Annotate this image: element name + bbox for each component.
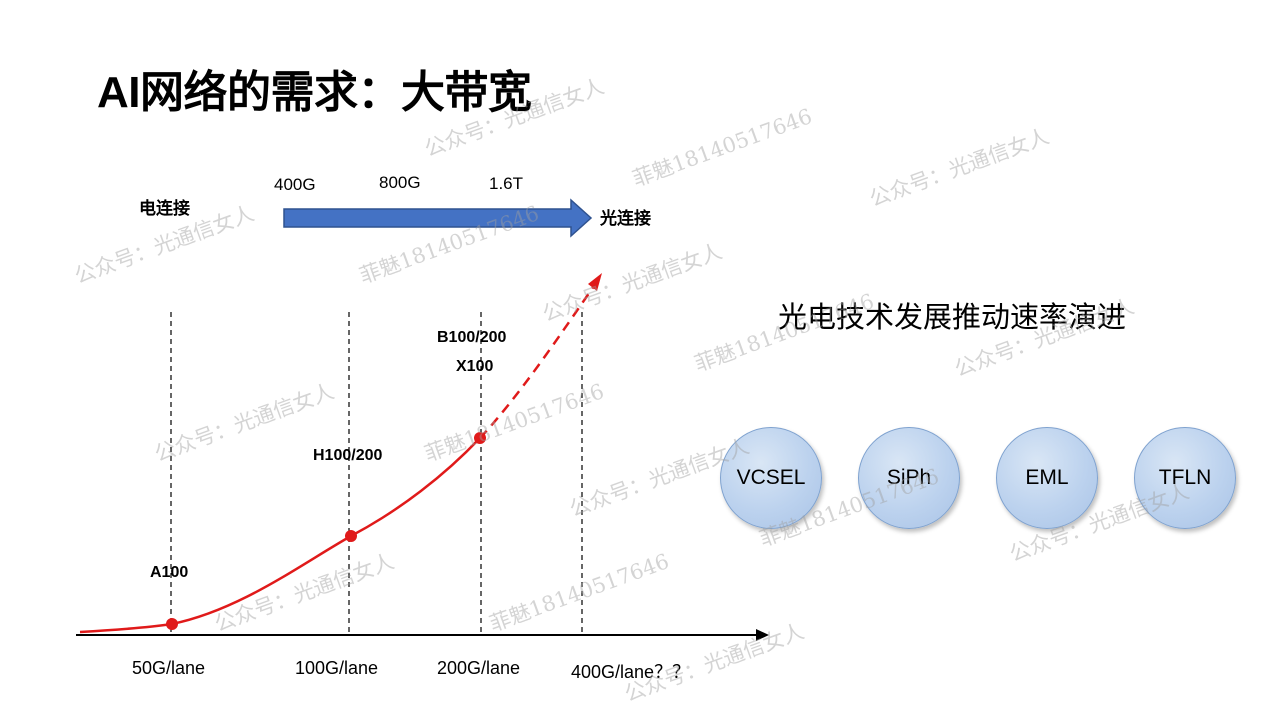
gpu-label-b100: B100/200 [437, 329, 507, 346]
speed-label-400g: 400G [274, 175, 316, 194]
gpu-label-a100: A100 [150, 564, 189, 581]
optical-connection-label: 光连接 [600, 209, 651, 228]
tech-label-tfln: TFLN [1158, 466, 1212, 489]
curve-arrowhead [588, 273, 602, 291]
page-title: AI网络的需求：大带宽 [97, 68, 532, 117]
point-h100 [345, 530, 357, 542]
point-b100 [474, 432, 486, 444]
transition-arrow [283, 198, 593, 238]
growth-curve-projection [479, 285, 596, 439]
lane-label-400g: 400G/lane？？ [571, 662, 691, 682]
lane-label-100g: 100G/lane [295, 658, 379, 678]
tech-label-vcsel: VCSEL [736, 466, 806, 489]
x-axis-arrowhead [756, 629, 769, 641]
tech-bubble-tfln: TFLN [1134, 427, 1236, 529]
speed-label-1-6t: 1.6T [489, 174, 524, 193]
growth-curve [79, 437, 481, 634]
speed-label-800g: 800G [379, 173, 421, 192]
electrical-connection-label: 电连接 [139, 199, 190, 218]
point-a100 [166, 618, 178, 630]
tech-label-siph: SiPh [886, 466, 932, 489]
tech-label-eml: EML [1025, 466, 1069, 489]
lane-label-200g: 200G/lane [437, 658, 521, 678]
tech-bubble-vcsel: VCSEL [720, 427, 822, 529]
lane-label-50g: 50G/lane [132, 658, 206, 678]
tech-bubble-eml: EML [996, 427, 1098, 529]
technology-subtitle: 光电技术发展推动速率演进 [778, 302, 1127, 334]
tech-bubble-siph: SiPh [858, 427, 960, 529]
gpu-label-x100: X100 [456, 358, 494, 375]
gpu-label-h100: H100/200 [313, 447, 383, 464]
